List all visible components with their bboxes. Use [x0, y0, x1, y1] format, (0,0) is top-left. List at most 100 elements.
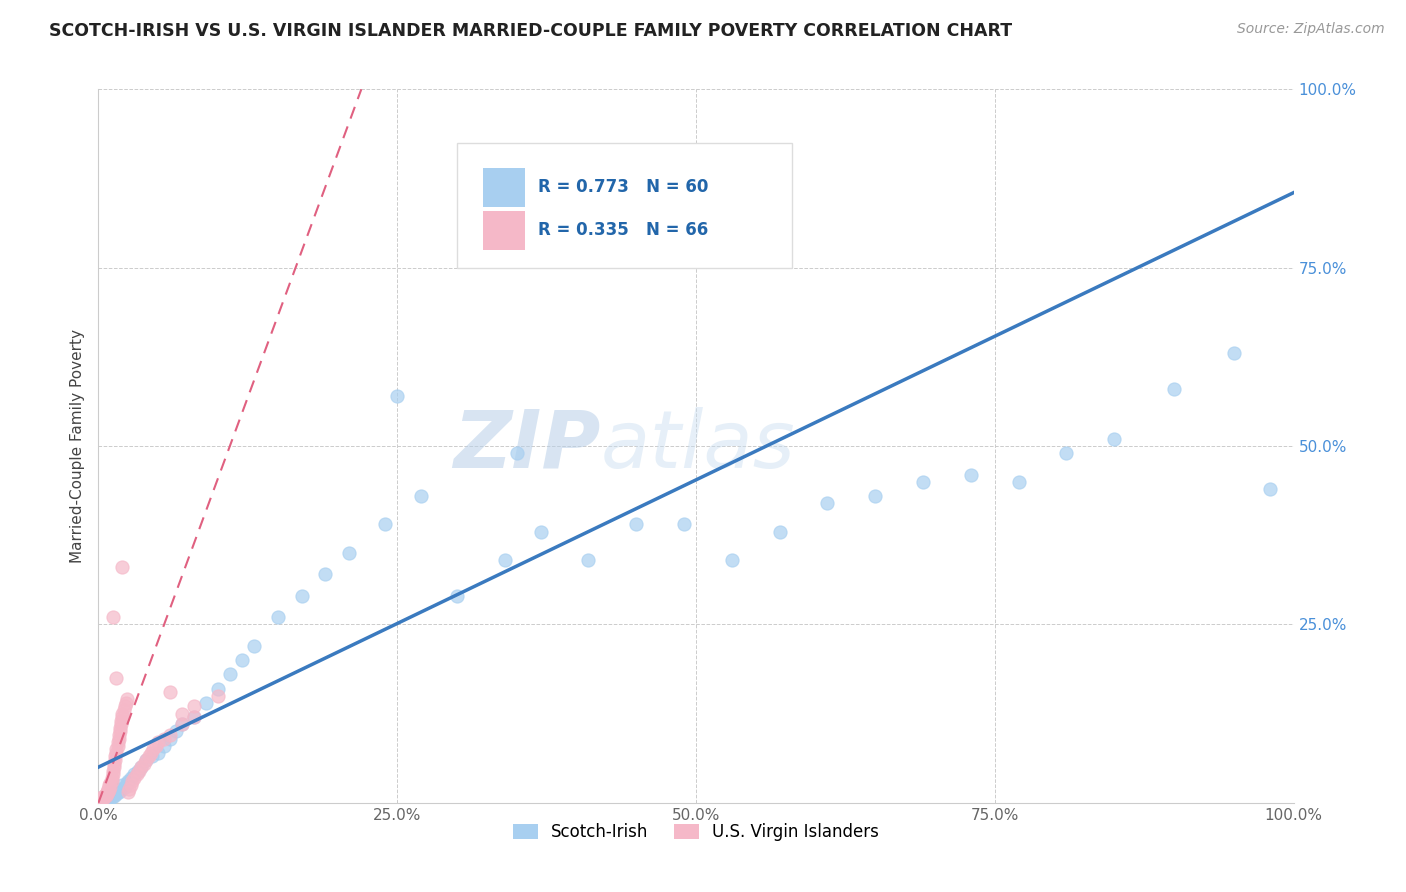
Point: [148, 735, 170, 749]
Point: [159, 685, 181, 699]
Point: [114, 699, 136, 714]
Point: [104, 785, 127, 799]
Point: [103, 789, 125, 803]
Point: [96, 785, 118, 799]
Point: [110, 717, 132, 731]
Point: [141, 749, 163, 764]
Point: [159, 728, 181, 742]
Point: [93, 789, 115, 803]
Point: [110, 783, 132, 797]
Point: [131, 760, 153, 774]
Point: [111, 560, 134, 574]
Point: [124, 767, 146, 781]
Point: [183, 699, 205, 714]
Point: [385, 389, 409, 403]
Point: [98, 791, 121, 805]
Point: [142, 742, 165, 756]
Point: [111, 710, 134, 724]
Point: [138, 749, 160, 764]
Point: [374, 517, 396, 532]
Point: [1104, 432, 1126, 446]
Point: [94, 789, 117, 803]
Point: [104, 753, 127, 767]
Point: [97, 781, 120, 796]
Point: [115, 696, 138, 710]
Point: [315, 567, 337, 582]
Point: [105, 742, 128, 756]
Point: [267, 610, 290, 624]
Point: [127, 764, 149, 778]
Point: [159, 731, 181, 746]
Text: R = 0.773   N = 60: R = 0.773 N = 60: [538, 178, 709, 196]
Point: [91, 790, 114, 805]
Point: [110, 714, 132, 728]
Point: [153, 739, 176, 753]
Point: [135, 753, 157, 767]
Point: [148, 746, 170, 760]
Point: [103, 760, 125, 774]
Point: [96, 790, 118, 805]
Text: R = 0.335   N = 66: R = 0.335 N = 66: [538, 221, 709, 239]
Point: [1056, 446, 1078, 460]
Point: [91, 791, 114, 805]
Point: [339, 546, 361, 560]
Point: [97, 783, 120, 797]
FancyBboxPatch shape: [484, 211, 524, 250]
Point: [815, 496, 838, 510]
Point: [124, 771, 146, 785]
Point: [101, 610, 124, 624]
Point: [172, 706, 194, 721]
FancyBboxPatch shape: [484, 168, 524, 207]
Point: [1258, 482, 1281, 496]
Point: [107, 739, 129, 753]
Point: [139, 746, 162, 760]
Point: [108, 781, 131, 796]
Point: [172, 717, 194, 731]
Point: [153, 731, 176, 746]
Point: [96, 787, 118, 801]
Point: [114, 780, 136, 794]
Point: [104, 749, 127, 764]
Point: [578, 553, 600, 567]
Point: [243, 639, 266, 653]
Y-axis label: Married-Couple Family Poverty: Married-Couple Family Poverty: [69, 329, 84, 563]
Point: [219, 667, 242, 681]
Point: [101, 767, 124, 781]
Point: [108, 724, 131, 739]
Point: [768, 524, 790, 539]
Point: [506, 446, 529, 460]
Point: [90, 792, 112, 806]
Point: [626, 517, 648, 532]
Point: [98, 778, 121, 792]
Point: [530, 524, 553, 539]
Point: [100, 774, 122, 789]
Point: [112, 703, 135, 717]
Point: [111, 778, 134, 792]
Point: [172, 717, 194, 731]
Point: [117, 785, 139, 799]
Point: [132, 756, 155, 771]
FancyBboxPatch shape: [457, 143, 792, 268]
Legend: Scotch-Irish, U.S. Virgin Islanders: Scotch-Irish, U.S. Virgin Islanders: [506, 817, 886, 848]
Point: [107, 783, 129, 797]
Point: [100, 771, 122, 785]
Point: [121, 774, 143, 789]
Text: SCOTCH-IRISH VS U.S. VIRGIN ISLANDER MARRIED-COUPLE FAMILY POVERTY CORRELATION C: SCOTCH-IRISH VS U.S. VIRGIN ISLANDER MAR…: [49, 22, 1012, 40]
Point: [120, 778, 142, 792]
Point: [183, 710, 205, 724]
Point: [195, 696, 218, 710]
Point: [97, 785, 120, 799]
Point: [494, 553, 516, 567]
Point: [231, 653, 253, 667]
Point: [105, 671, 128, 685]
Point: [93, 790, 115, 805]
Point: [117, 774, 139, 789]
Text: Source: ZipAtlas.com: Source: ZipAtlas.com: [1237, 22, 1385, 37]
Point: [105, 746, 128, 760]
Point: [1223, 346, 1246, 360]
Point: [865, 489, 887, 503]
Point: [960, 467, 983, 482]
Point: [98, 789, 122, 803]
Point: [107, 735, 129, 749]
Point: [108, 721, 131, 735]
